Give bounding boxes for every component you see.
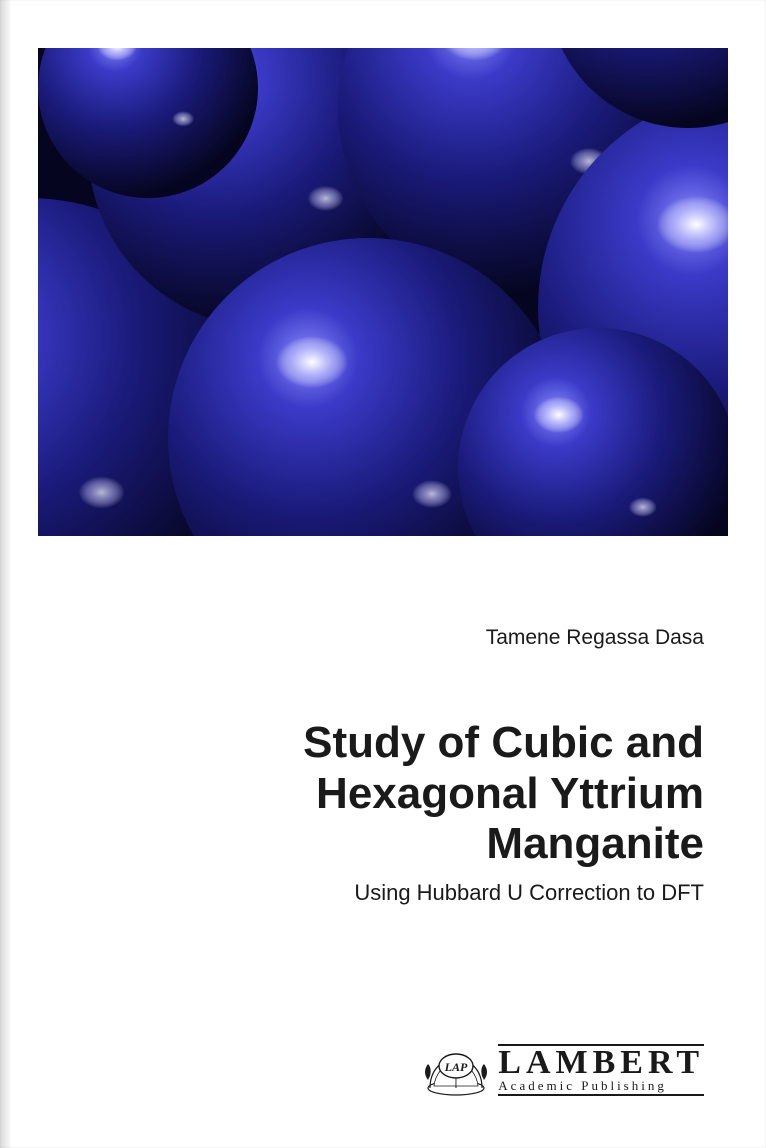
book-cover-page: Tamene Regassa Dasa Study of Cubic and H… bbox=[0, 0, 766, 1148]
svg-text:LAP: LAP bbox=[444, 1060, 468, 1074]
publisher-text: LAMBERT Academic Publishing bbox=[498, 1044, 704, 1096]
book-subtitle: Using Hubbard U Correction to DFT bbox=[354, 880, 704, 906]
author-name: Tamene Regassa Dasa bbox=[486, 626, 704, 650]
publisher-block: LAP LAMBERT Academic Publishing bbox=[424, 1044, 704, 1096]
book-title: Study of Cubic and Hexagonal Yttrium Man… bbox=[110, 718, 704, 870]
publisher-logo: LAP bbox=[424, 1044, 488, 1096]
lap-logo-icon: LAP bbox=[424, 1044, 488, 1096]
publisher-tagline: Academic Publishing bbox=[498, 1079, 704, 1092]
publisher-name: LAMBERT bbox=[498, 1047, 704, 1079]
cover-artwork bbox=[38, 48, 728, 536]
spheres-illustration bbox=[38, 48, 728, 536]
spine-shadow bbox=[0, 0, 12, 1148]
